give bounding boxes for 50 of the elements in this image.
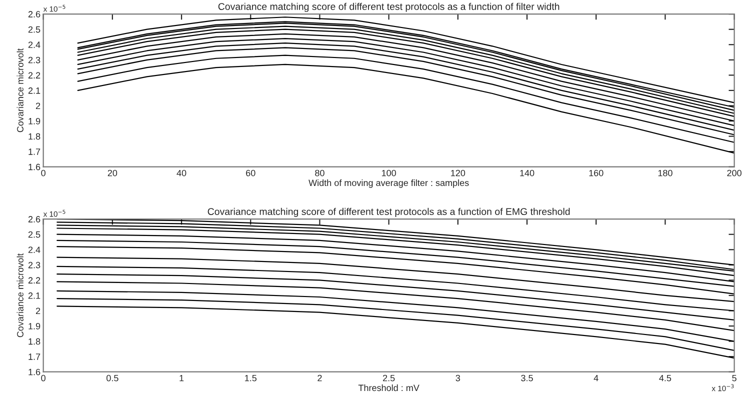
x-tick-label: 3 <box>456 374 460 382</box>
x-axis-title: Threshold : mV <box>358 384 420 392</box>
y-tick-label: 2.6 <box>28 11 40 18</box>
x-tick-label: 140 <box>520 170 534 176</box>
y-tick-label: 2.5 <box>28 231 40 238</box>
y-tick-label: 1.7 <box>28 148 40 155</box>
x-axis-title: Width of moving average filter : samples <box>308 179 469 188</box>
y-tick-label: 1.6 <box>28 368 40 376</box>
x-tick-label: 60 <box>246 170 256 176</box>
x-tick-label: 3.5 <box>521 374 533 382</box>
y-tick-label: 2.4 <box>28 42 40 48</box>
x-tick-label: 2 <box>318 374 322 382</box>
x-tick-label: 2.5 <box>382 374 395 382</box>
y-tick-label: 2.6 <box>28 216 40 222</box>
y-tick-label: 1.7 <box>28 354 40 360</box>
y-tick-label: 2.1 <box>28 292 40 299</box>
chart-title: Covariance matching score of different test protocols as a function of filter width <box>218 2 560 12</box>
x-tick-label: 200 <box>727 170 742 176</box>
x-tick-label: 120 <box>451 170 466 176</box>
x-tick-label: 1.5 <box>245 374 257 382</box>
y-tick-label: 2.5 <box>28 26 40 33</box>
x-tick-label: 40 <box>176 170 186 176</box>
y-tick-label: 2 <box>36 308 40 314</box>
y-tick-label: 1.9 <box>28 118 40 124</box>
y-tick-label: 1.6 <box>28 164 40 170</box>
y-tick-label: 2 <box>36 102 40 109</box>
x-tick-label: 20 <box>108 170 118 176</box>
y-tick-label: 2.3 <box>28 56 40 64</box>
x-tick-label: 100 <box>382 170 396 176</box>
x-tick-label: 80 <box>315 170 324 176</box>
y-tick-label: 2.1 <box>28 87 40 94</box>
x-tick-label: 0 <box>41 170 46 176</box>
y-tick-label: 2.3 <box>28 262 40 268</box>
chart-title: Covariance matching score of different test protocols as a function of EMG threshold <box>208 208 570 217</box>
y-tick-label: 1.8 <box>28 338 40 345</box>
y-axis-title: Covariance microvolt <box>16 253 24 338</box>
x-tick-label: 0 <box>41 374 46 382</box>
y-axis-title: Covariance microvolt <box>16 48 24 132</box>
x-tick-label: 4.5 <box>659 374 672 382</box>
x-tick-label: 4 <box>594 374 598 382</box>
x-tick-label: 5 <box>732 374 736 382</box>
y-tick-label: 1.9 <box>28 322 40 330</box>
x-tick-label: 180 <box>658 170 672 176</box>
x-tick-label: 160 <box>589 170 604 176</box>
y-tick-label: 2.2 <box>28 277 40 284</box>
y-tick-label: 2.4 <box>28 246 40 253</box>
y-tick-label: 1.8 <box>28 133 40 140</box>
x-tick-label: 0.5 <box>106 374 118 382</box>
y-tick-label: 2.2 <box>28 72 40 78</box>
x-tick-label: 1 <box>180 374 184 382</box>
